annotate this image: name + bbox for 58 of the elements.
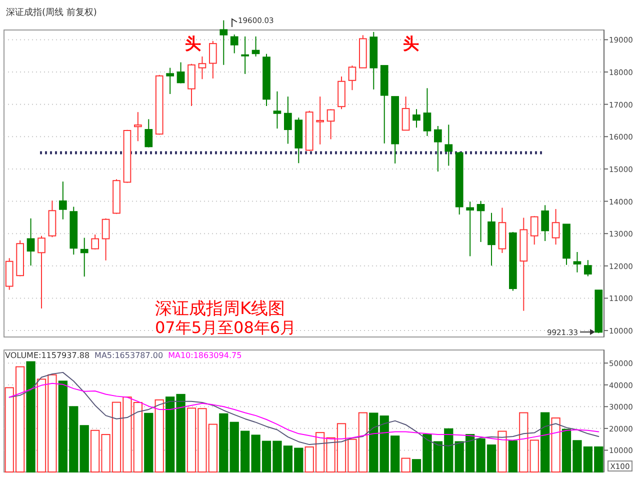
candlestick (220, 20, 228, 66)
candlestick (134, 112, 142, 142)
text: 深证成指周K线图 (155, 299, 286, 319)
annotation: 头 (403, 34, 419, 53)
text: MA10:1863094.75 (168, 351, 242, 360)
bar (369, 412, 378, 472)
candlestick (26, 218, 35, 266)
candlestick (573, 252, 582, 273)
bar (508, 440, 518, 472)
candlestick (541, 204, 549, 242)
candlestick (176, 62, 185, 84)
candlestick (209, 40, 217, 79)
candlestick (102, 218, 110, 261)
candlestick (91, 234, 99, 250)
candlestick (166, 67, 174, 94)
candlestick (198, 56, 206, 80)
bar (530, 440, 539, 472)
candlestick (284, 96, 292, 144)
text: 深证成指(周线 前复权) (6, 7, 97, 18)
line-series (8, 382, 600, 441)
bar (401, 458, 410, 472)
candlestick (230, 34, 238, 54)
candlestick (144, 118, 153, 148)
candlestick (402, 96, 410, 131)
candlestick (476, 200, 485, 242)
candlestick (273, 90, 282, 130)
bar (540, 412, 550, 472)
candlestick (80, 237, 88, 278)
bar (519, 412, 528, 472)
candlestick (488, 212, 496, 266)
bar (144, 412, 154, 472)
candlestick (434, 125, 442, 172)
candlestick (530, 216, 538, 246)
candlestick (552, 208, 560, 246)
text: MA5:1653787.00 (94, 351, 164, 360)
candlestick (38, 235, 46, 310)
bar (80, 425, 89, 472)
annotation: 头 (185, 34, 201, 53)
bar (219, 413, 228, 472)
candlestick (466, 201, 474, 257)
bar (154, 399, 164, 472)
bar (551, 417, 560, 472)
bar (498, 430, 507, 472)
line-series (8, 372, 600, 446)
text: 07年5月至08年6月 (155, 318, 296, 337)
candlestick (326, 108, 335, 140)
candlestick (188, 63, 196, 106)
bar (26, 361, 36, 472)
candlestick (252, 36, 260, 57)
candlestick (423, 88, 432, 136)
candlestick (348, 65, 356, 91)
candlestick (444, 124, 453, 166)
candlestick (59, 181, 67, 220)
candlestick (584, 260, 592, 277)
candlestick (316, 96, 324, 145)
series-label: VOLUME:1157937.88 (5, 351, 90, 360)
candlestick (412, 108, 420, 128)
candlestick (241, 36, 249, 74)
